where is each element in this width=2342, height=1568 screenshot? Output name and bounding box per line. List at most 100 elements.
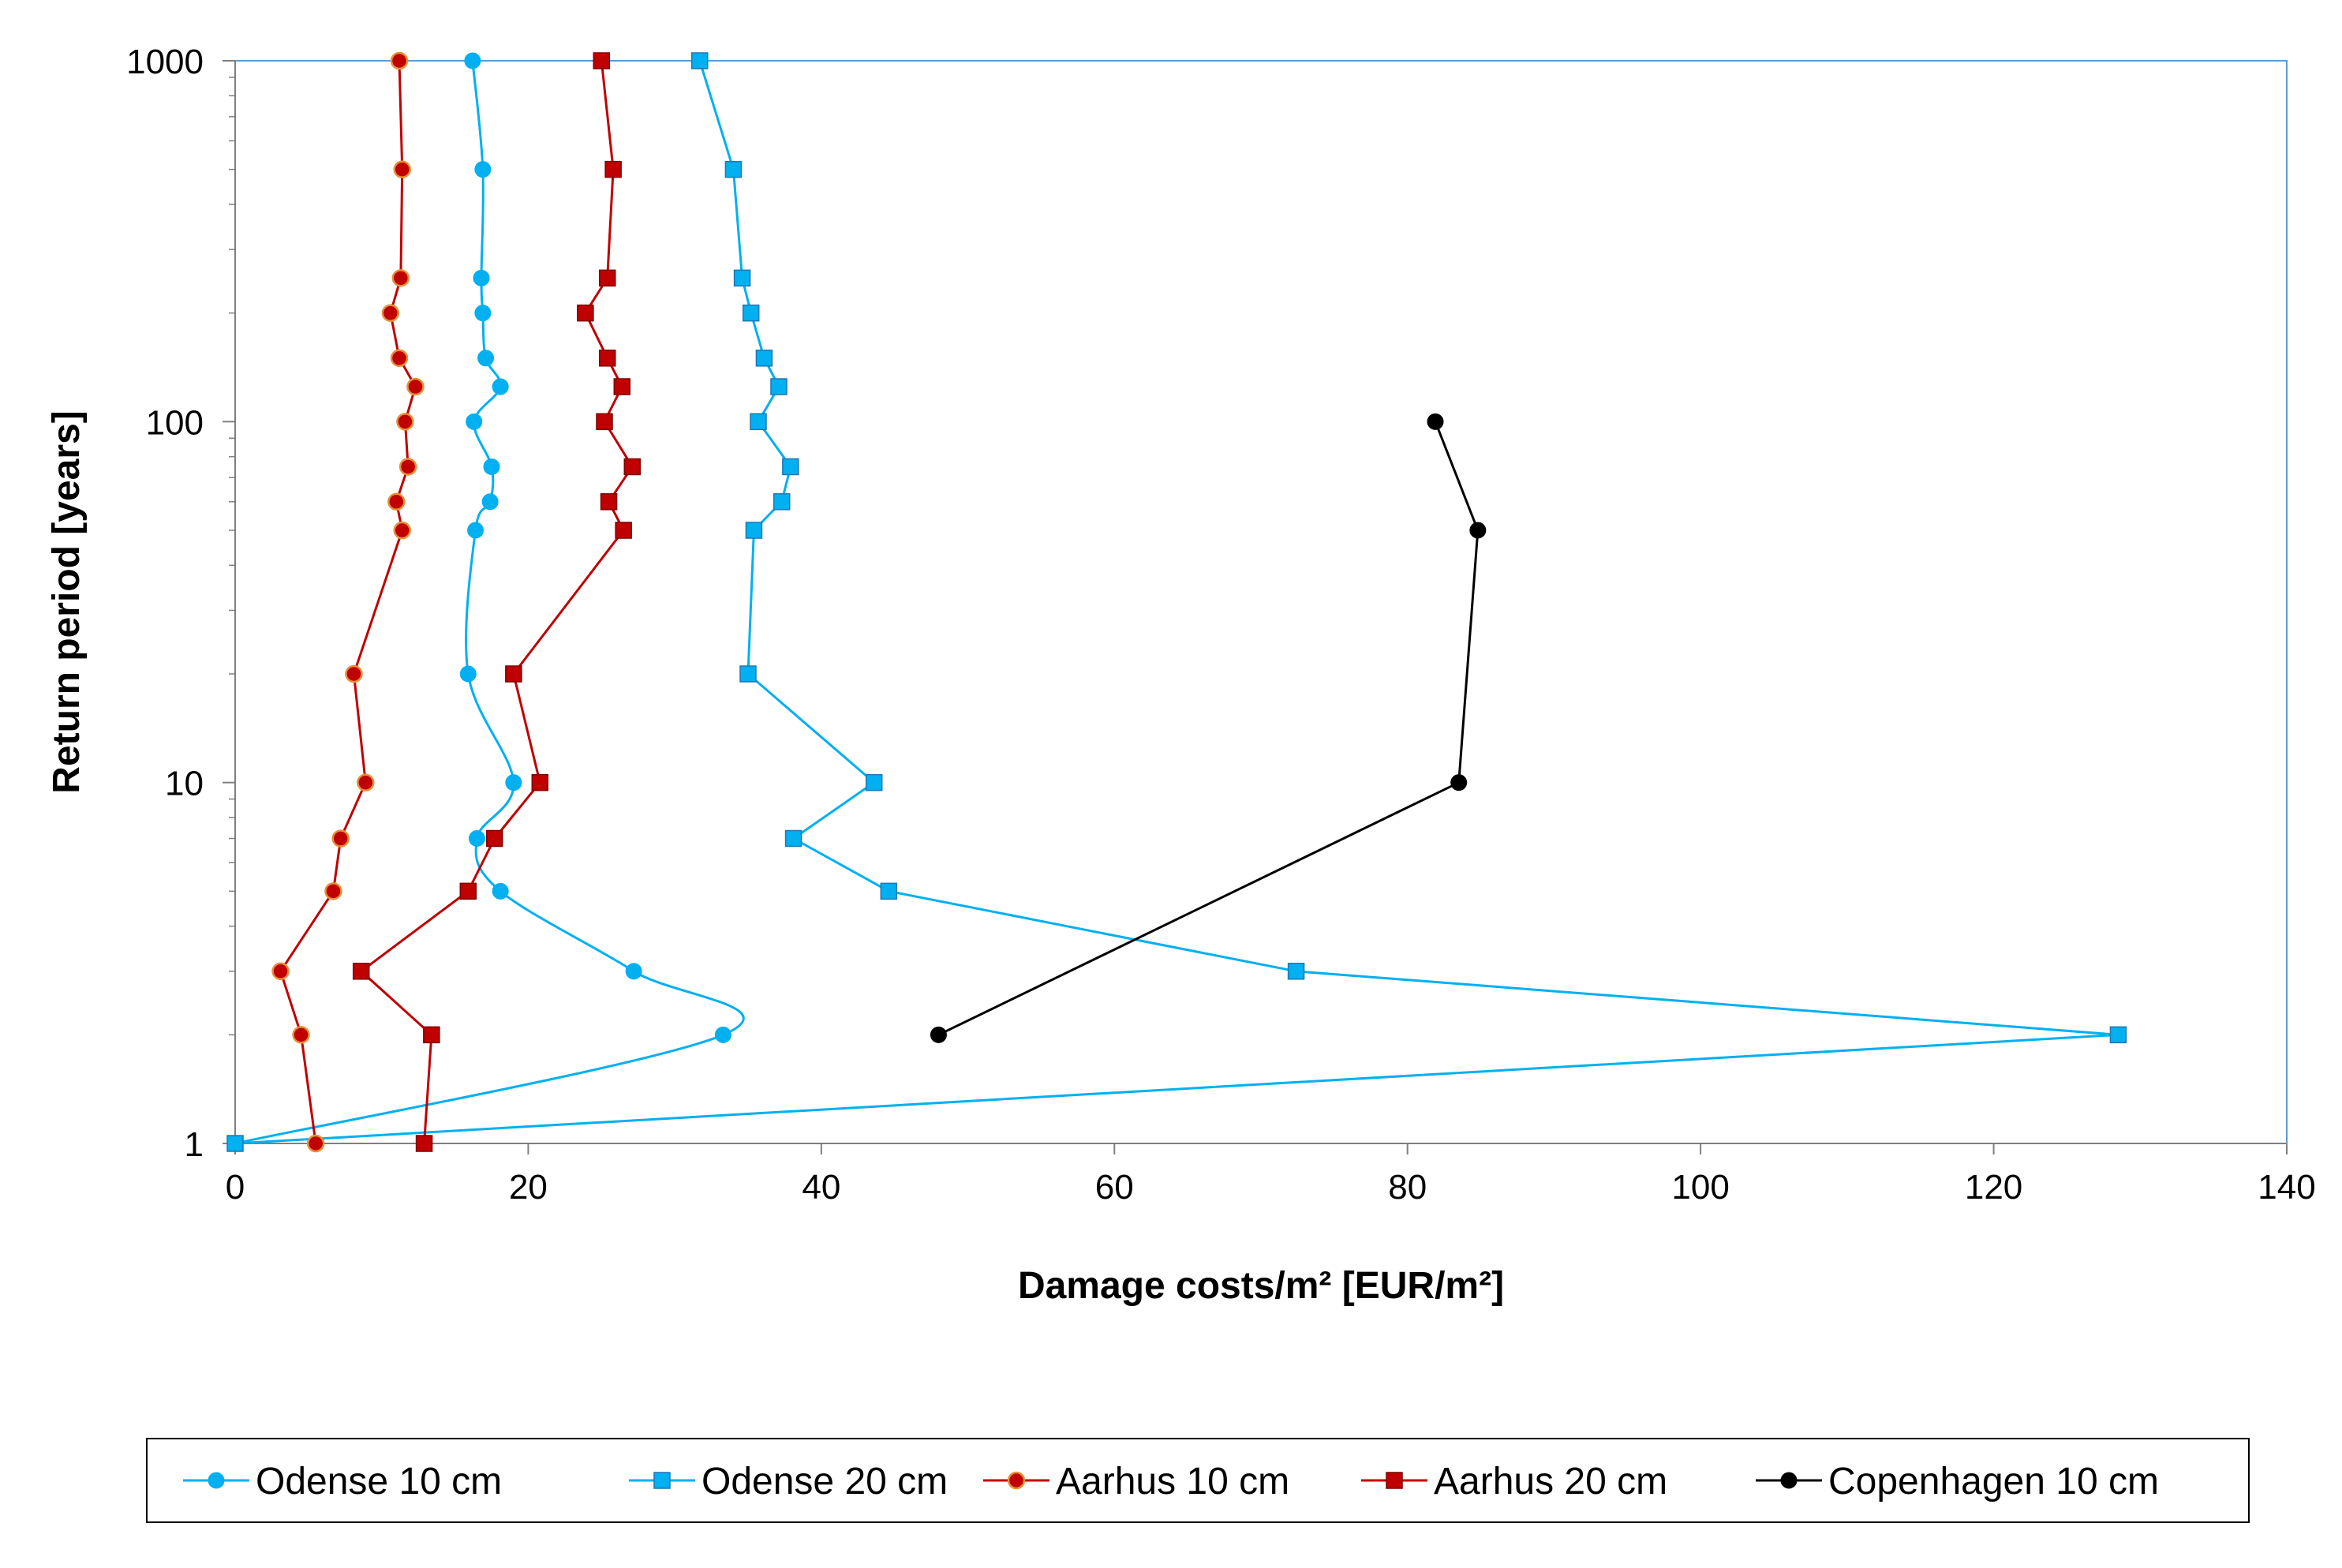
data-point-aarhus-20-cm: [623, 458, 642, 476]
data-point-odense-20-cm: [782, 458, 799, 476]
data-point-aarhus-20-cm: [459, 882, 477, 900]
data-point-aarhus-20-cm: [593, 52, 611, 69]
data-point-aarhus-10-cm: [387, 492, 406, 511]
legend-marker: [1007, 1471, 1026, 1490]
legend-item-aarhus-10-cm: Aarhus 10 cm: [983, 1461, 1289, 1503]
data-point-odense-10-cm: [492, 378, 509, 395]
legend-label: Aarhus 10 cm: [1056, 1461, 1289, 1503]
data-point-aarhus-20-cm: [577, 304, 594, 322]
axes: 0 20 40 60 80 100 120 140 1 10 100 1000: [126, 43, 2316, 1207]
legend-item-copenhagen-10-cm: Copenhagen 10 cm: [1756, 1461, 2159, 1503]
y-axis-title: Return period [years]: [46, 410, 88, 793]
y-tick-label: 1: [185, 1125, 204, 1164]
x-tick-label: 20: [509, 1168, 548, 1207]
data-point-odense-20-cm: [784, 829, 802, 848]
data-point-odense-10-cm: [481, 493, 499, 511]
data-point-odense-20-cm: [226, 1135, 244, 1152]
data-point-aarhus-20-cm: [531, 773, 549, 791]
data-point-odense-10-cm: [483, 458, 500, 475]
data-point-odense-20-cm: [745, 522, 763, 539]
legend-label: Aarhus 20 cm: [1434, 1461, 1667, 1503]
data-point-aarhus-20-cm: [604, 160, 622, 178]
data-point-odense-10-cm: [492, 882, 509, 900]
legend-marker: [1780, 1472, 1798, 1489]
data-point-aarhus-10-cm: [357, 773, 375, 791]
data-point-aarhus-20-cm: [598, 269, 616, 287]
data-point-aarhus-20-cm: [352, 963, 370, 980]
data-point-odense-10-cm: [459, 665, 477, 683]
data-point-odense-10-cm: [473, 269, 490, 286]
data-point-aarhus-10-cm: [406, 377, 425, 396]
data-point-aarhus-20-cm: [613, 378, 631, 395]
data-point-odense-10-cm: [467, 522, 484, 539]
data-point-odense-20-cm: [690, 52, 709, 69]
data-point-aarhus-10-cm: [345, 664, 363, 683]
data-point-odense-10-cm: [468, 830, 485, 848]
legend-label: Copenhagen 10 cm: [1828, 1461, 2159, 1503]
series-odense-20-cm: [226, 52, 2127, 1152]
x-tick-label: 0: [226, 1168, 245, 1207]
legend-box: [146, 1438, 2250, 1523]
data-point-aarhus-10-cm: [331, 829, 350, 848]
data-point-odense-20-cm: [2109, 1026, 2127, 1044]
data-point-odense-20-cm: [1287, 963, 1305, 980]
x-tick-label: 40: [802, 1168, 840, 1207]
data-point-copenhagen-10-cm: [1469, 522, 1487, 539]
data-point-aarhus-10-cm: [393, 160, 411, 178]
data-point-aarhus-10-cm: [324, 882, 342, 900]
data-point-odense-20-cm: [750, 413, 767, 431]
y-tick-label: 1000: [126, 43, 204, 81]
data-point-aarhus-20-cm: [598, 350, 616, 367]
data-point-odense-10-cm: [714, 1026, 731, 1043]
x-tick-label: 140: [2258, 1168, 2315, 1207]
x-tick-label: 120: [1965, 1168, 2022, 1207]
data-point-copenhagen-10-cm: [930, 1026, 947, 1043]
series-line-copenhagen-10-cm: [937, 421, 1480, 1036]
legend-item-aarhus-20-cm: Aarhus 20 cm: [1361, 1461, 1667, 1503]
series-layer: [226, 51, 2127, 1153]
data-point-aarhus-10-cm: [292, 1026, 310, 1044]
series-copenhagen-10-cm: [930, 413, 1487, 1043]
data-point-aarhus-10-cm: [381, 304, 400, 322]
series-aarhus-10-cm: [271, 51, 425, 1153]
data-point-aarhus-20-cm: [415, 1135, 433, 1152]
data-point-aarhus-20-cm: [600, 493, 618, 511]
data-point-odense-20-cm: [733, 269, 751, 287]
legend-item-odense-20-cm: Odense 20 cm: [629, 1461, 948, 1503]
data-point-aarhus-20-cm: [423, 1026, 440, 1044]
series-aarhus-20-cm: [352, 52, 642, 1152]
legend-marker: [653, 1472, 671, 1489]
data-point-odense-20-cm: [865, 773, 883, 791]
y-tick-label: 10: [165, 765, 204, 803]
data-point-aarhus-10-cm: [396, 413, 414, 431]
data-point-aarhus-10-cm: [391, 269, 410, 287]
legend-label: Odense 10 cm: [256, 1461, 502, 1503]
data-point-odense-20-cm: [742, 304, 760, 322]
data-point-odense-10-cm: [464, 52, 481, 69]
legend-item-odense-10-cm: Odense 10 cm: [183, 1461, 502, 1503]
data-point-aarhus-20-cm: [615, 522, 632, 539]
y-tick-label: 100: [146, 403, 204, 442]
data-point-odense-10-cm: [625, 963, 642, 980]
data-point-aarhus-10-cm: [271, 962, 290, 981]
data-point-odense-20-cm: [880, 882, 898, 900]
data-point-odense-20-cm: [773, 493, 791, 511]
data-point-odense-10-cm: [474, 305, 492, 322]
data-point-aarhus-10-cm: [390, 51, 409, 70]
data-point-odense-10-cm: [505, 774, 522, 791]
data-point-copenhagen-10-cm: [1450, 774, 1468, 791]
data-point-odense-20-cm: [770, 378, 788, 395]
data-point-odense-20-cm: [755, 350, 773, 367]
legend-marker: [1386, 1472, 1403, 1489]
data-point-odense-20-cm: [724, 160, 743, 178]
data-point-odense-10-cm: [466, 413, 483, 430]
x-tick-label: 80: [1388, 1168, 1427, 1207]
legend-label: Odense 20 cm: [701, 1461, 948, 1503]
data-point-aarhus-20-cm: [596, 413, 613, 431]
data-point-odense-10-cm: [474, 161, 492, 178]
data-point-aarhus-10-cm: [390, 349, 409, 368]
data-point-aarhus-20-cm: [505, 665, 522, 683]
x-tick-label: 100: [1671, 1168, 1729, 1207]
data-point-odense-10-cm: [477, 350, 495, 367]
